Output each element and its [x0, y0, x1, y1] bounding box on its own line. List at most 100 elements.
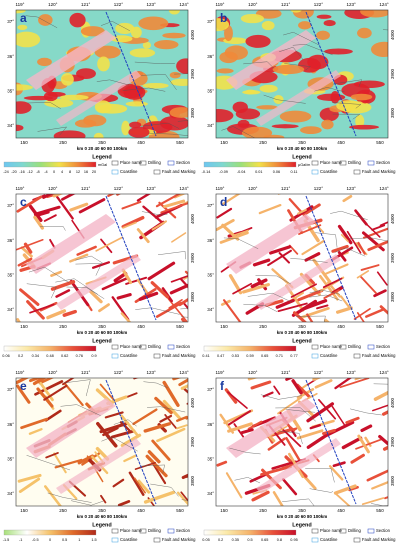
anomaly — [129, 121, 142, 129]
lat-label: 34° — [207, 491, 214, 496]
colorbar-tick: 0.06 — [2, 354, 9, 358]
anomaly — [125, 101, 148, 107]
lineament — [162, 399, 182, 420]
map-area — [216, 194, 388, 322]
lineament — [227, 410, 252, 426]
anomaly — [242, 90, 261, 95]
lon-label: 120° — [248, 2, 258, 7]
map-area — [216, 10, 388, 138]
fault — [158, 251, 186, 260]
lon-label: 120° — [48, 370, 58, 375]
fault — [309, 294, 343, 302]
legend-item: Section — [176, 344, 191, 349]
lineament — [277, 396, 303, 415]
lineament — [306, 433, 329, 449]
lineament — [371, 480, 388, 490]
lineament — [54, 194, 74, 220]
lon-label: 123° — [347, 2, 357, 7]
northing-label: 3900 — [390, 436, 395, 447]
lineament — [132, 408, 158, 426]
lineament — [323, 263, 349, 276]
lon-label: 122° — [314, 2, 324, 7]
lat-label: 35° — [207, 89, 214, 94]
colorbar-tick: 8 — [69, 170, 71, 174]
section-line — [305, 195, 357, 321]
anomaly — [138, 16, 169, 31]
legend-swatch — [153, 353, 161, 359]
lineament — [361, 231, 385, 252]
anomaly — [16, 10, 26, 14]
easting-label: 250 — [59, 140, 67, 145]
colorbar — [3, 161, 97, 168]
anomaly — [169, 107, 188, 118]
easting-label: 150 — [20, 324, 28, 329]
legend-item: Coastline — [320, 169, 338, 174]
easting-label: 550 — [176, 508, 184, 513]
lineament — [46, 309, 67, 320]
lineament — [282, 478, 298, 496]
lineament — [98, 303, 110, 313]
legend-item: Section — [376, 160, 391, 165]
lineament — [334, 378, 352, 390]
fault — [332, 79, 363, 87]
fault — [40, 226, 66, 231]
lineament — [121, 268, 133, 285]
lon-label: 122° — [114, 186, 124, 191]
fault — [27, 102, 61, 109]
map-panel: e 119° 120° 121° 122° 123° 124° 37° 36° 35° 34° 400… — [3, 370, 196, 543]
lineament — [356, 270, 370, 279]
lineament — [318, 274, 339, 301]
anomaly — [307, 54, 329, 70]
belt — [26, 214, 116, 274]
lon-label: 119° — [16, 370, 25, 375]
colorbar-tick: 0.8 — [277, 538, 282, 542]
lineament — [138, 291, 159, 301]
colorbar-tick: -12 — [27, 170, 33, 174]
lineament — [359, 275, 377, 295]
easting-label: 350 — [298, 508, 306, 513]
lineament — [176, 415, 188, 422]
lineament — [43, 384, 68, 401]
lineament — [152, 462, 167, 485]
northing-label: 3800 — [390, 107, 395, 118]
anomaly — [245, 34, 271, 48]
fault — [66, 286, 105, 299]
lineament — [258, 203, 282, 215]
lineament — [269, 245, 292, 255]
easting-label: 450 — [137, 140, 145, 145]
lineament — [182, 302, 188, 310]
lon-label: 119° — [216, 2, 225, 7]
colorbar-tick: 0.77 — [290, 354, 297, 358]
legend-swatch — [311, 528, 319, 534]
map-area — [16, 10, 188, 138]
lineament — [155, 194, 182, 208]
colorbar-tick: 0.59 — [246, 354, 253, 358]
scale-bar-label: km 0 20 40 60 80 100km — [77, 146, 128, 151]
anomaly — [261, 20, 275, 31]
lineament — [376, 271, 388, 286]
fault — [243, 304, 278, 312]
lineament — [219, 413, 235, 434]
lineament — [112, 478, 125, 488]
fault — [148, 132, 188, 136]
map-area — [16, 194, 188, 322]
colorbar-tick: 0.5 — [62, 538, 67, 542]
lat-label: 36° — [207, 54, 214, 59]
legend-item: Drilling — [148, 160, 161, 165]
lineament — [227, 391, 248, 409]
legend-title: Legend — [92, 154, 112, 160]
lineament — [17, 473, 42, 483]
anomaly — [93, 132, 104, 138]
lineament — [61, 194, 76, 201]
fault — [283, 32, 319, 46]
lineament — [53, 452, 67, 474]
belt — [226, 30, 316, 90]
fault — [26, 455, 71, 471]
fault — [292, 44, 333, 56]
lat-label: 34° — [7, 307, 14, 312]
lineament — [221, 223, 240, 241]
legend-swatch — [311, 160, 319, 166]
lineament — [309, 424, 322, 430]
fault — [290, 258, 328, 263]
panel-label: f — [220, 379, 225, 393]
